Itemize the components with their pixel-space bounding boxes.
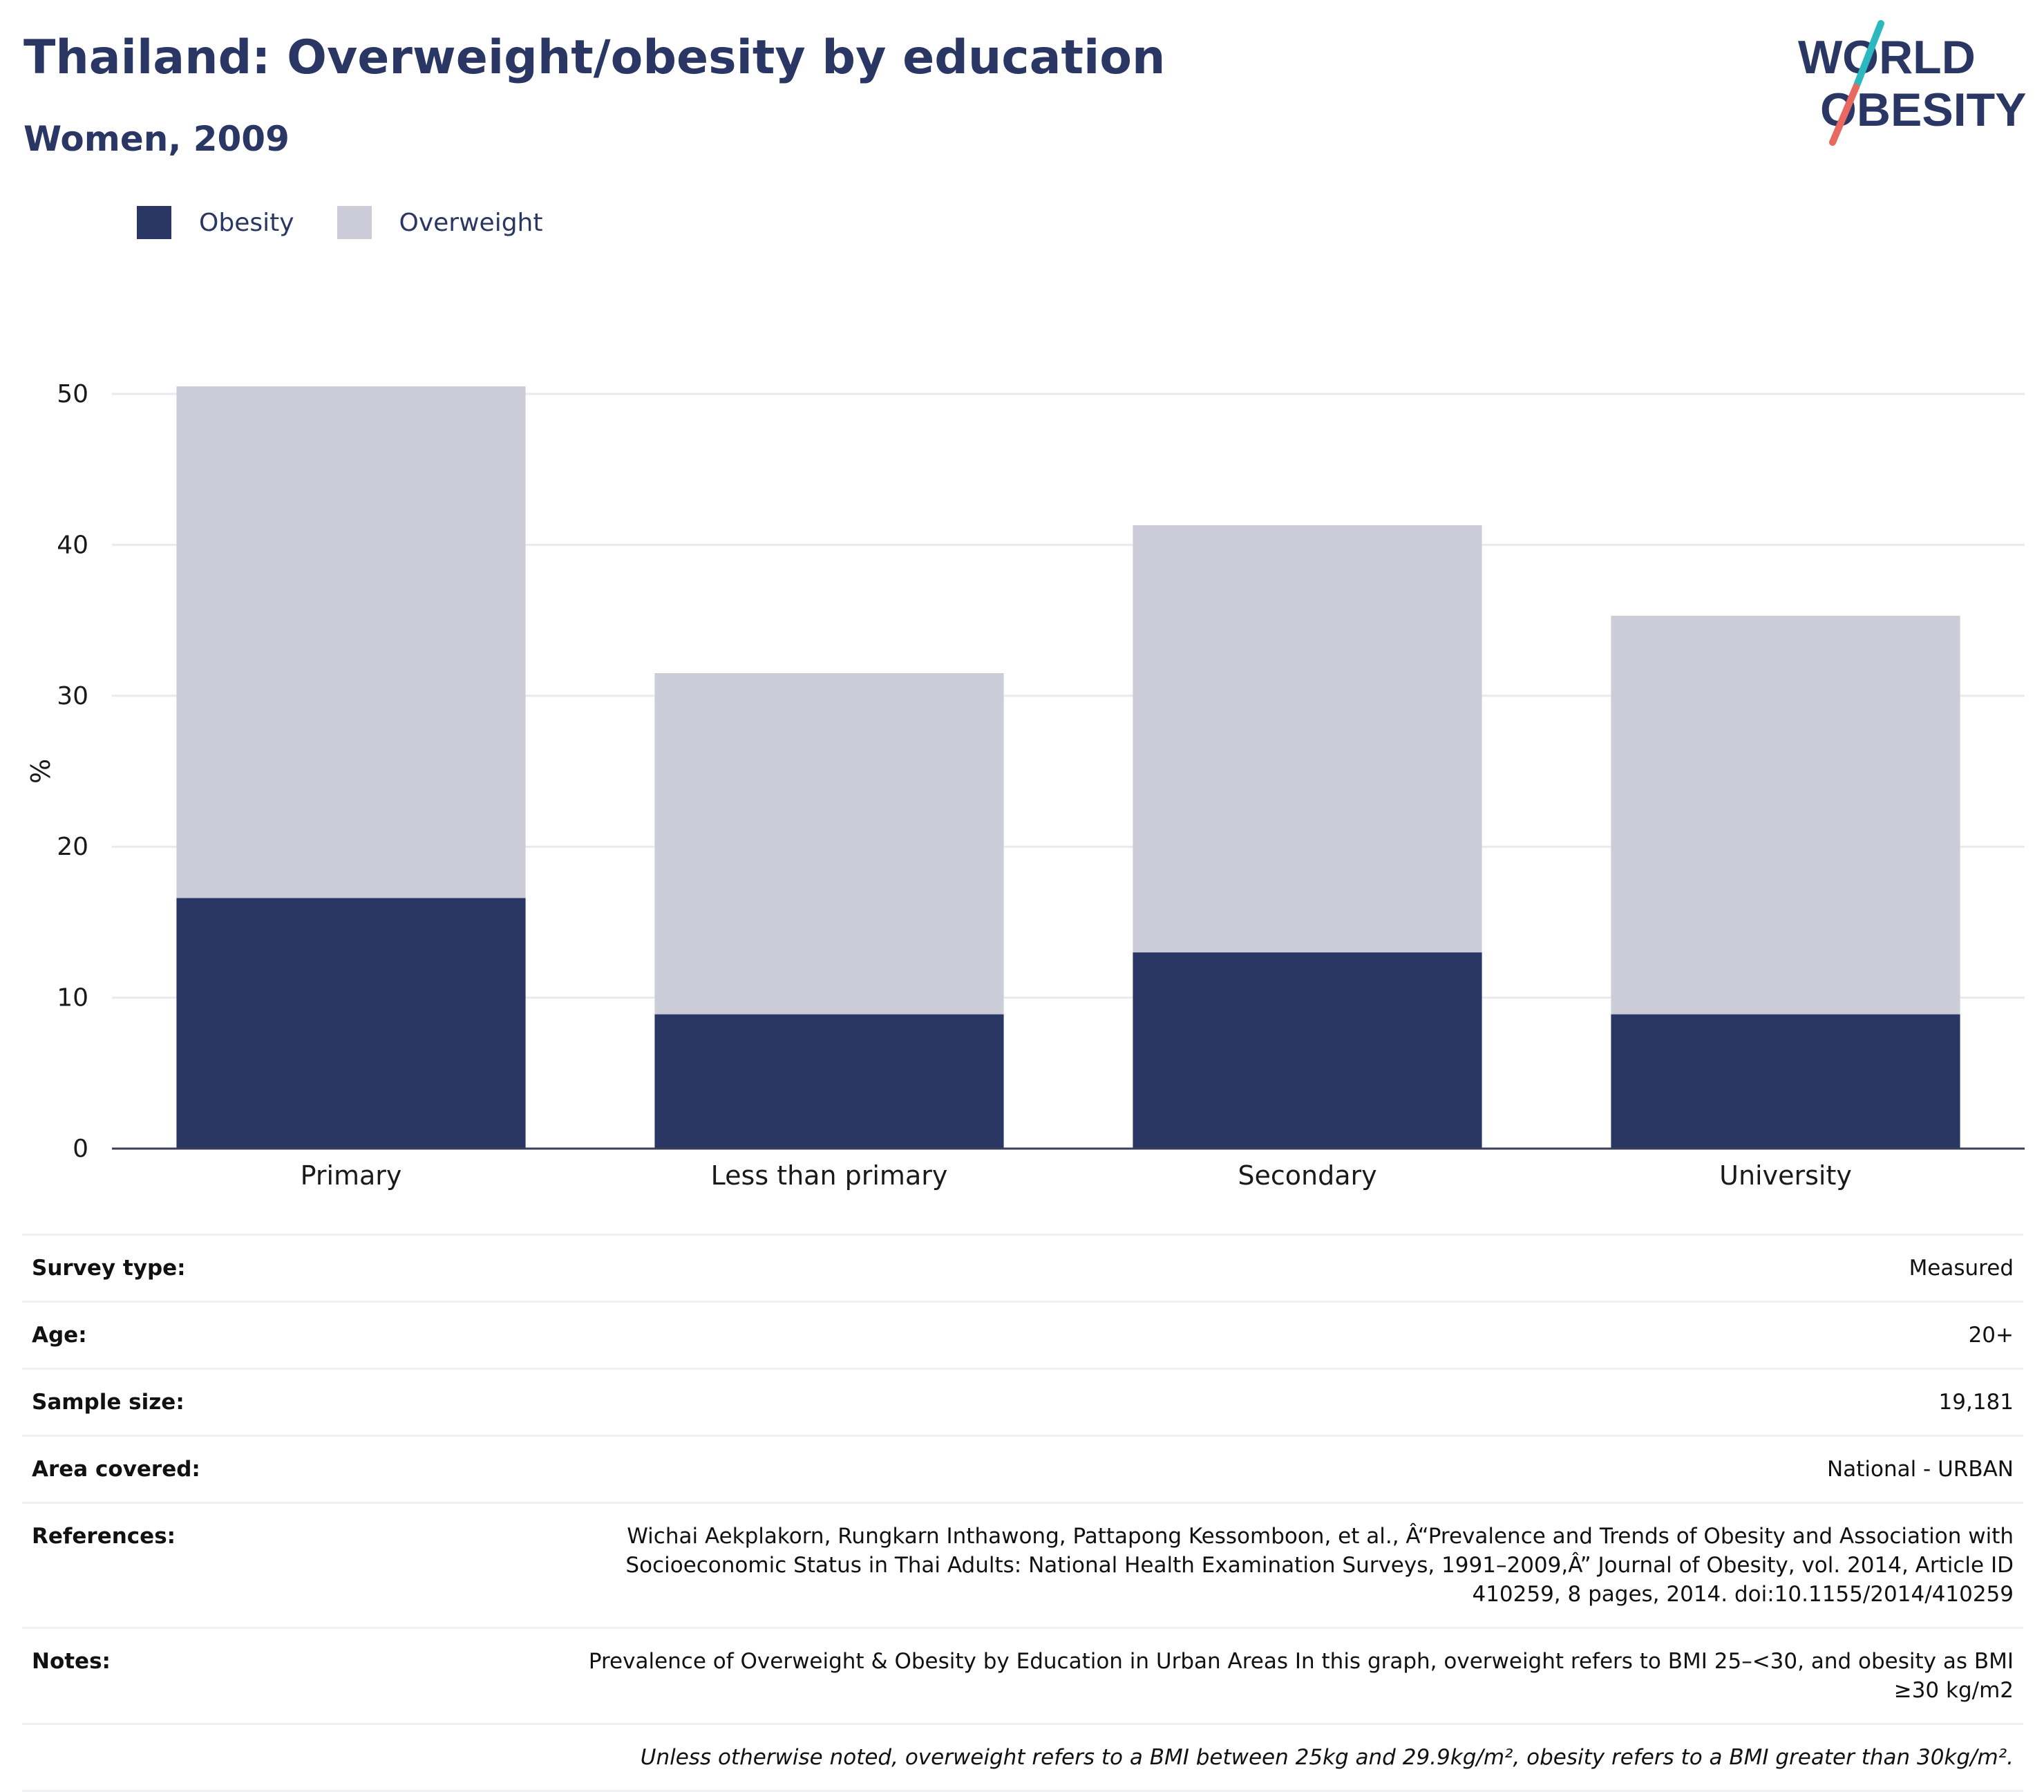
legend-label-obesity: Obesity <box>199 208 294 237</box>
info-value: Measured <box>1909 1256 2014 1281</box>
info-value: Prevalence of Overweight & Obesity by Ed… <box>588 1649 2014 1703</box>
info-label: Notes: <box>32 1649 111 1674</box>
info-row-area-covered: Area covered: National - URBAN <box>22 1435 2023 1502</box>
y-tick-label: 30 <box>57 682 88 710</box>
bar-overweight-university <box>1611 616 1960 1015</box>
bar-obesity-less-than-primary <box>654 1014 1004 1149</box>
chart-title: Thailand: Overweight/obesity by educatio… <box>23 30 1166 85</box>
info-value: 19,181 <box>1938 1390 2014 1415</box>
logo-text-world: WORLD <box>1798 31 1976 84</box>
bar-overweight-less-than-primary <box>654 673 1004 1015</box>
chart-subtitle: Women, 2009 <box>23 119 290 159</box>
logo-slash-top <box>1853 20 1884 91</box>
bar-obesity-primary <box>176 898 526 1149</box>
info-row-footnote: Unless otherwise noted, overweight refer… <box>22 1723 2023 1792</box>
survey-info-table: Survey type: Measured Age: 20+ Sample si… <box>22 1234 2023 1792</box>
legend-label-overweight: Overweight <box>399 208 543 237</box>
info-row-age: Age: 20+ <box>22 1301 2023 1368</box>
y-tick-label: 50 <box>57 380 88 408</box>
legend-item-overweight[interactable]: Overweight <box>337 206 543 239</box>
bar-obesity-university <box>1611 1014 1960 1149</box>
info-value: National - URBAN <box>1827 1457 2014 1482</box>
bar-obesity-secondary <box>1133 952 1482 1149</box>
info-label: Survey type: <box>32 1256 186 1281</box>
y-tick-label: 0 <box>73 1135 88 1163</box>
x-tick-label: Primary <box>301 1160 402 1191</box>
legend-swatch-obesity <box>137 206 171 239</box>
info-label: Area covered: <box>32 1457 200 1482</box>
x-tick-label: Less than primary <box>711 1160 948 1191</box>
info-row-sample-size: Sample size: 19,181 <box>22 1368 2023 1435</box>
info-row-survey-type: Survey type: Measured <box>22 1234 2023 1301</box>
stacked-bar-chart: 0 10 20 30 40 50% Primary Less than primary Seco… <box>26 380 2025 1191</box>
info-row-notes: Notes: Prevalence of Overweight & Obesit… <box>22 1627 2023 1723</box>
y-axis-label: % <box>26 759 56 784</box>
info-label: Age: <box>32 1323 87 1348</box>
info-label: Sample size: <box>32 1390 184 1415</box>
y-tick-label: 20 <box>57 833 88 861</box>
world-obesity-logo: WORLD OBESITY <box>1798 20 2027 146</box>
info-row-references: References: Wichai Aekplakorn, Rungkarn … <box>22 1502 2023 1627</box>
info-label: References: <box>32 1524 176 1549</box>
y-tick-label: 10 <box>57 984 88 1012</box>
chart-legend: Obesity Overweight <box>137 206 585 239</box>
x-tick-label: University <box>1719 1160 1852 1191</box>
x-tick-label: Secondary <box>1238 1160 1376 1191</box>
y-tick-label: 40 <box>57 531 88 559</box>
bar-overweight-secondary <box>1133 525 1482 953</box>
logo-slash-bottom <box>1829 84 1860 146</box>
footnote: Unless otherwise noted, overweight refer… <box>640 1745 2014 1770</box>
info-value: Wichai Aekplakorn, Rungkarn Inthawong, P… <box>625 1524 2014 1607</box>
info-value: 20+ <box>1968 1323 2014 1348</box>
legend-swatch-overweight <box>337 206 372 239</box>
legend-item-obesity[interactable]: Obesity <box>137 206 294 239</box>
bar-overweight-primary <box>176 386 526 898</box>
